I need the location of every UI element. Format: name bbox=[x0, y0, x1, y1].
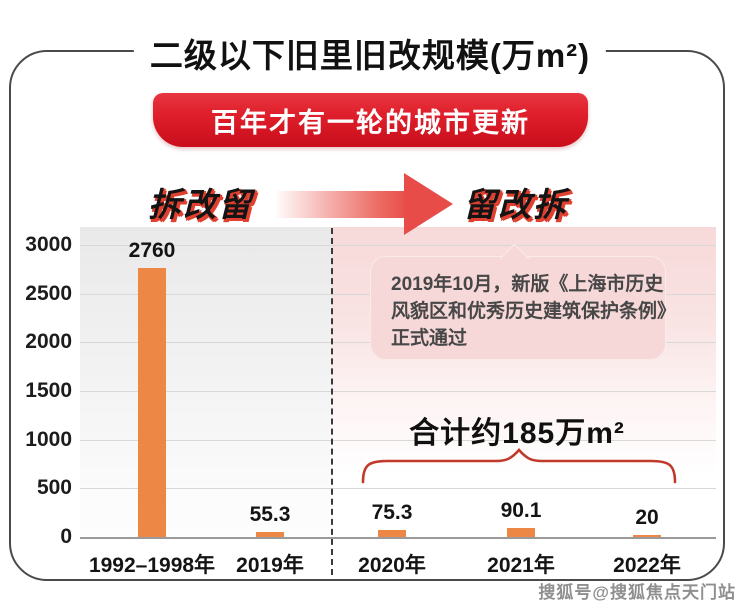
x-axis-line bbox=[80, 537, 716, 539]
total-annotation: 合计约185万m² bbox=[409, 417, 625, 450]
phase-label-left: 拆改留 bbox=[148, 186, 253, 223]
callout-line-1: 2019年10月，新版《上海市历史 bbox=[391, 274, 664, 295]
transition-arrow-body bbox=[276, 191, 406, 218]
watermark: 搜狐号@搜狐焦点天门站 bbox=[538, 583, 736, 602]
plot-background-left-gray bbox=[80, 227, 332, 537]
x-tick-label: 2022年 bbox=[613, 554, 681, 577]
transition-arrow-head-icon bbox=[404, 173, 453, 235]
policy-callout-bubble: 2019年10月，新版《上海市历史 风貌区和优秀历史建筑保护条例》 正式通过 bbox=[370, 256, 677, 360]
x-tick-label: 2021年 bbox=[487, 554, 555, 577]
bar-2021年 bbox=[507, 528, 535, 537]
x-tick-label: 1992–1998年 bbox=[88, 554, 216, 577]
y-tick-label: 3000 bbox=[25, 233, 72, 256]
bar-2022年 bbox=[633, 535, 661, 537]
phase-divider-dashed-line bbox=[331, 228, 333, 575]
gridline bbox=[80, 439, 716, 441]
y-tick-label: 1000 bbox=[25, 427, 72, 451]
y-tick-label: 500 bbox=[36, 476, 72, 500]
callout-line-2: 风貌区和优秀历史建筑保护条例》 bbox=[391, 301, 677, 322]
y-tick-label: 2500 bbox=[25, 281, 72, 305]
bar-1992–1998年 bbox=[138, 268, 166, 537]
banner-text: 百年才有一轮的城市更新 bbox=[211, 107, 530, 138]
bar-2020年 bbox=[378, 530, 406, 537]
curly-brace-icon bbox=[361, 448, 677, 484]
page-title: 二级以下旧里旧改规模(万m²) bbox=[133, 27, 607, 79]
gridline bbox=[80, 245, 716, 246]
y-tick-label: 0 bbox=[60, 525, 72, 548]
bar-value-label: 2760 bbox=[128, 239, 176, 262]
phase-label-right: 留改拆 bbox=[463, 186, 568, 223]
bar-value-label: 20 bbox=[635, 506, 659, 529]
gridline bbox=[80, 391, 716, 392]
y-tick-label: 2000 bbox=[25, 330, 72, 354]
banner-ribbon: 百年才有一轮的城市更新 bbox=[153, 93, 588, 147]
y-tick-label: 1500 bbox=[25, 379, 72, 402]
x-tick-label: 2020年 bbox=[358, 554, 426, 577]
bar-value-label: 55.3 bbox=[249, 503, 291, 526]
callout-line-3: 正式通过 bbox=[391, 328, 468, 349]
x-tick-label: 2019年 bbox=[236, 554, 304, 577]
bar-2019年 bbox=[256, 532, 284, 537]
bar-value-label: 90.1 bbox=[500, 499, 542, 522]
gridline bbox=[80, 488, 716, 490]
bar-value-label: 75.3 bbox=[371, 501, 413, 524]
